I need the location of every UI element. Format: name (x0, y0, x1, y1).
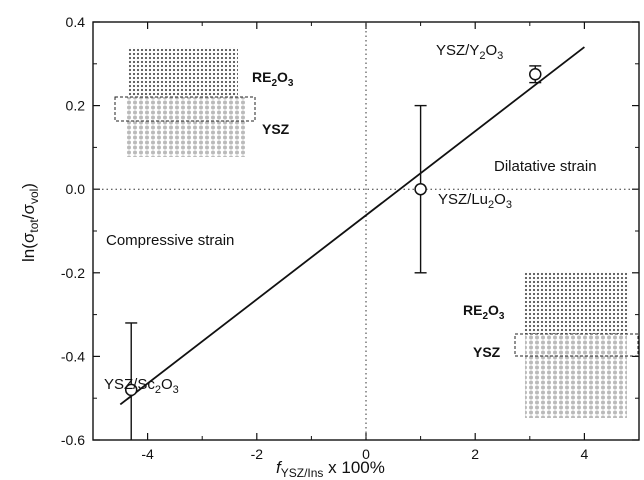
label-ysz-lu2o3: YSZ/Lu2O3 (438, 191, 512, 211)
interface-box-dilatative (114, 96, 256, 122)
inset-label-re2o3-top: RE2O3 (252, 69, 294, 89)
lattice-re2o3-dilatative (128, 47, 238, 97)
inset-label-ysz-bottom: YSZ (473, 344, 501, 360)
label-ysz-y2o3: YSZ/Y2O3 (436, 42, 503, 62)
lattice-ysz-dilatative (125, 97, 245, 157)
fit-line (119, 46, 585, 406)
x-tick-label: -4 (141, 446, 154, 462)
x-tick-label: 0 (362, 446, 370, 462)
data-points (124, 68, 542, 397)
x-tick-label: -2 (251, 446, 264, 462)
data-point (124, 383, 138, 397)
inset-label-ysz-top: YSZ (262, 121, 290, 137)
y-tick-label: 0.0 (66, 181, 86, 197)
data-point (529, 68, 542, 81)
reference-lines (93, 22, 639, 440)
lattice-inset-dilatative (114, 47, 256, 157)
y-tick-label: 0.4 (66, 14, 86, 30)
fit-line-group (119, 46, 585, 406)
y-tick-label: -0.4 (61, 348, 85, 364)
lattice-re2o3-compressive (523, 272, 629, 334)
inset-label-re2o3-bottom: RE2O3 (463, 302, 505, 322)
axis-ticks: -4 -2 0 2 4 -0.6 -0.4 -0.2 0.0 0.2 0.4 (61, 14, 640, 462)
interface-box-compressive (514, 333, 639, 357)
x-tick-label: 2 (471, 446, 479, 462)
y-axis-title: ln(σtot/σvol) (19, 183, 41, 262)
lattice-ysz-compressive (525, 334, 627, 418)
x-axis-title: fYSZ/Ins x 100% (276, 458, 385, 480)
annotation-dilatative-strain: Dilatative strain (494, 158, 597, 175)
lattice-inset-compressive (514, 272, 639, 418)
y-tick-label: -0.6 (61, 432, 85, 448)
annotation-compressive-strain: Compressive strain (106, 232, 234, 249)
y-tick-label: 0.2 (66, 98, 86, 114)
x-tick-label: 4 (581, 446, 589, 462)
data-point (414, 182, 427, 196)
label-ysz-sc2o3: YSZ/Sc2O3 (104, 376, 179, 396)
y-tick-label: -0.2 (61, 265, 85, 281)
